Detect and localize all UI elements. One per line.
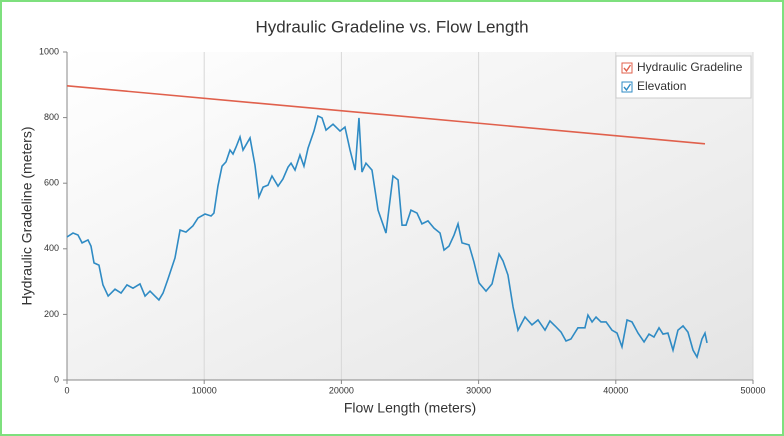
legend-check — [623, 64, 632, 73]
legend-checkbox[interactable] — [621, 62, 633, 74]
x-tick-label: 40000 — [603, 385, 628, 395]
y-axis-label: Hydraulic Gradeline (meters) — [19, 127, 35, 306]
y-tick-label: 800 — [44, 112, 59, 122]
x-tick-label: 10000 — [192, 385, 217, 395]
y-tick-label: 200 — [44, 309, 59, 319]
y-tick-label: 1000 — [39, 46, 59, 56]
y-tick-label: 600 — [44, 178, 59, 188]
x-tick-label: 30000 — [466, 385, 491, 395]
x-tick-label: 20000 — [329, 385, 354, 395]
legend — [615, 55, 752, 99]
x-axis-label: Flow Length (meters) — [344, 400, 476, 416]
y-tick-label: 400 — [44, 243, 59, 253]
x-tick-label: 0 — [64, 385, 69, 395]
legend-check — [623, 83, 632, 92]
chart-title: Hydraulic Gradeline vs. Flow Length — [255, 17, 528, 36]
legend-label: Elevation — [637, 79, 686, 93]
x-tick-label: 50000 — [740, 385, 765, 395]
plot-area — [67, 52, 753, 380]
series-line — [66, 114, 708, 360]
series-line — [66, 84, 706, 145]
legend-checkbox[interactable] — [621, 81, 633, 93]
y-tick-label: 0 — [54, 374, 59, 384]
legend-label: Hydraulic Gradeline — [637, 60, 743, 74]
